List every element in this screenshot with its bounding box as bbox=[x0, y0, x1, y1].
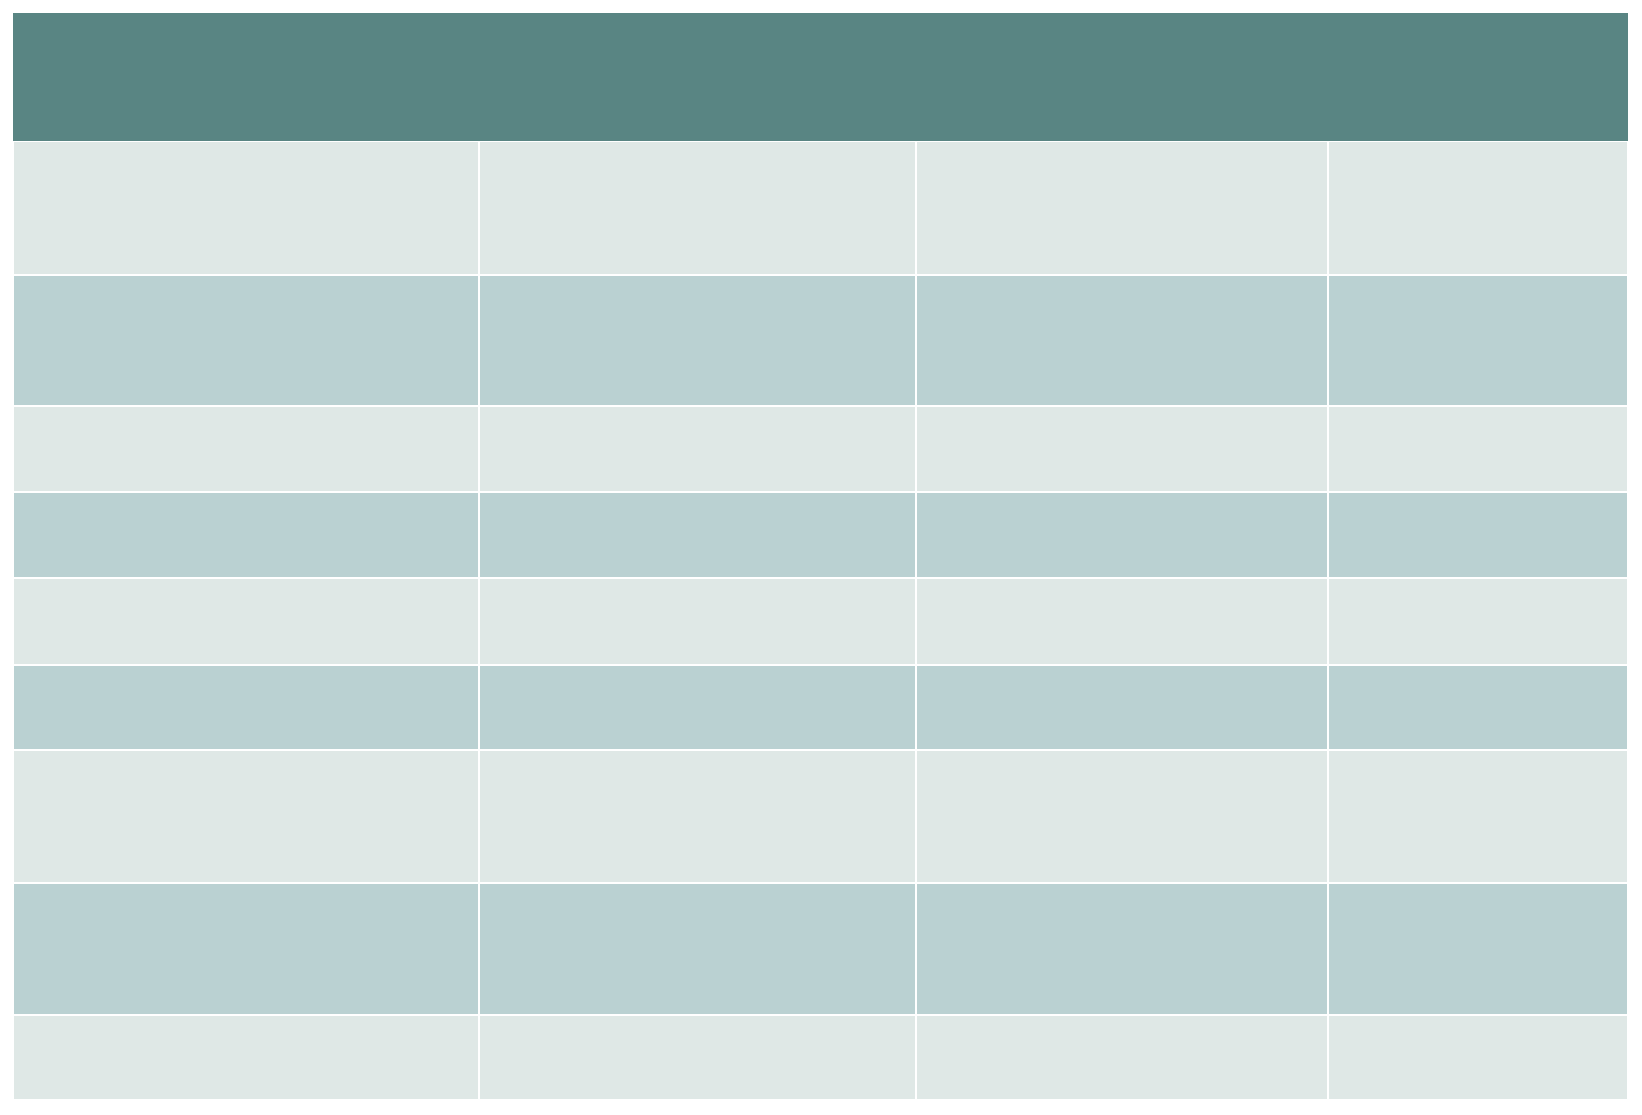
table-cell bbox=[917, 142, 1327, 274]
table-cell bbox=[14, 1016, 478, 1099]
table-cell bbox=[480, 884, 915, 1014]
table-cell bbox=[917, 884, 1327, 1014]
table-cell bbox=[917, 579, 1327, 664]
table-cell bbox=[480, 276, 915, 405]
table-header bbox=[13, 13, 1628, 141]
table-cell bbox=[1329, 407, 1627, 491]
table-cell bbox=[1329, 142, 1627, 274]
table-cell bbox=[14, 142, 478, 274]
table-cell bbox=[14, 493, 478, 577]
table-cell bbox=[1329, 493, 1627, 577]
table-cell bbox=[1329, 276, 1627, 405]
table-cell bbox=[480, 666, 915, 749]
table-cell bbox=[14, 407, 478, 491]
table-cell bbox=[480, 142, 915, 274]
table-cell bbox=[1329, 1016, 1627, 1099]
table-cell bbox=[917, 666, 1327, 749]
table-cell bbox=[1329, 579, 1627, 664]
table-cell bbox=[480, 579, 915, 664]
table-cell bbox=[480, 493, 915, 577]
table-cell bbox=[14, 579, 478, 664]
table-cell bbox=[917, 276, 1327, 405]
table-cell bbox=[14, 666, 478, 749]
table-cell bbox=[14, 276, 478, 405]
table-cell bbox=[1329, 751, 1627, 882]
table-cell bbox=[917, 407, 1327, 491]
table-cell bbox=[917, 1016, 1327, 1099]
table-cell bbox=[14, 884, 478, 1014]
table-cell bbox=[917, 493, 1327, 577]
table-cell bbox=[1329, 884, 1627, 1014]
table-cell bbox=[1329, 666, 1627, 749]
table-cell bbox=[480, 1016, 915, 1099]
table-cell bbox=[480, 407, 915, 491]
table-cell bbox=[14, 751, 478, 882]
table-cell bbox=[917, 751, 1327, 882]
table-cell bbox=[480, 751, 915, 882]
